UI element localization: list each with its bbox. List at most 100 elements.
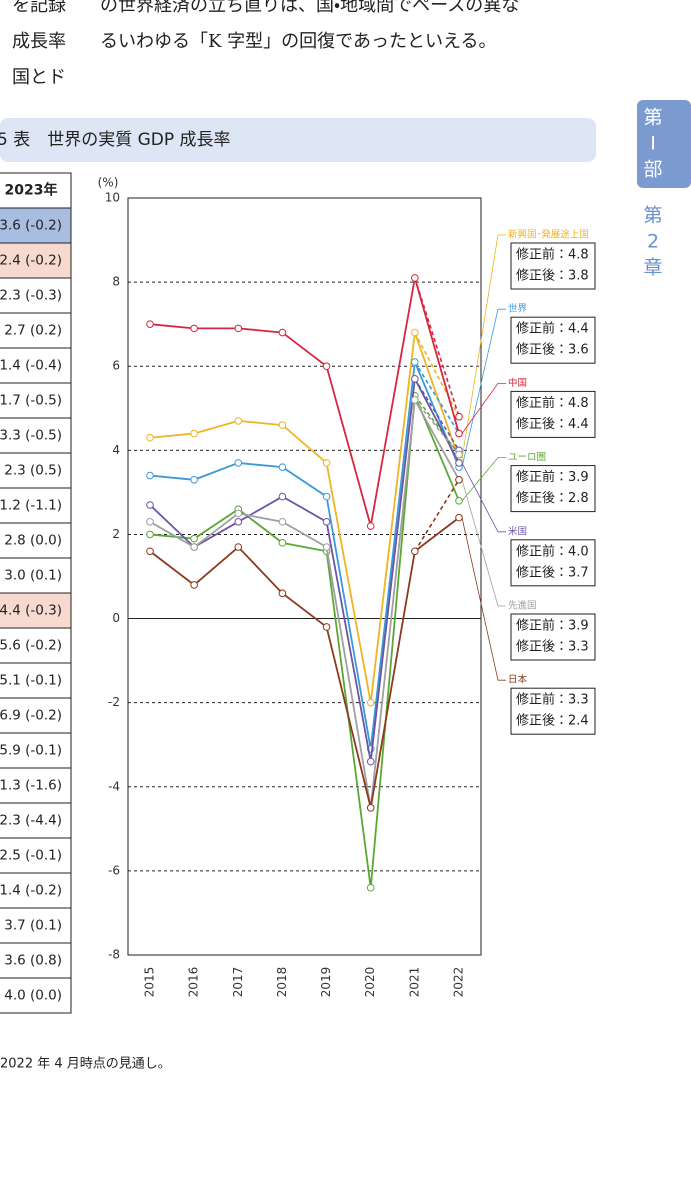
revision-dash: [414, 332, 460, 418]
legend-label: 米国: [508, 525, 527, 537]
table-value: 2.3 (-0.3): [0, 288, 62, 304]
y-tick-label: 6: [112, 359, 120, 373]
series-line: [149, 277, 460, 527]
y-tick-label: -4: [108, 779, 120, 793]
point: [234, 459, 243, 467]
chapter-label: 第: [643, 205, 662, 227]
point: [146, 433, 154, 442]
annotation-box: [510, 465, 596, 513]
annotation-box: [510, 242, 596, 290]
body-line: を記録: [12, 0, 66, 16]
annotation-box: [510, 687, 596, 735]
table-value: 6.9 (-0.2): [0, 708, 62, 724]
annotation-box: [510, 316, 596, 364]
table-value: 3.7 (0.1): [4, 918, 62, 934]
table-value: 2.5 (-0.1): [0, 848, 62, 864]
point: [278, 421, 287, 429]
legend-label: 中国: [508, 377, 527, 389]
table-cell: [0, 767, 72, 804]
point: [190, 543, 198, 551]
point: [234, 324, 243, 333]
point: [278, 463, 287, 471]
y-unit: (%): [98, 176, 119, 190]
point: [234, 417, 243, 425]
revision-dash: [414, 378, 460, 451]
annotation-box: [510, 390, 596, 438]
point: [190, 475, 198, 484]
table-cell: [0, 872, 72, 909]
y-tick-label: 8: [112, 275, 120, 289]
y-tick-label: 2: [112, 527, 120, 541]
point: [411, 396, 419, 404]
connector: [461, 479, 506, 607]
body-line: 国とド: [12, 67, 66, 88]
point: [366, 883, 375, 892]
revision-label: 修正後：3.6: [516, 343, 589, 358]
point: [278, 328, 287, 337]
connector: [461, 234, 506, 459]
point: [146, 518, 154, 526]
table-value: 1.4 (-0.2): [0, 883, 62, 899]
table-value: 5.9 (-0.1): [0, 743, 62, 759]
table-value: 5.1 (-0.1): [0, 673, 62, 689]
revision-label: 修正前：3.9: [516, 618, 589, 634]
point: [322, 492, 331, 501]
legend-label: ユーロ圏: [508, 452, 546, 463]
table-cell: [0, 277, 72, 314]
annotation-box: [510, 539, 596, 587]
table-cell: [0, 697, 72, 734]
table-header: 2023年: [5, 182, 58, 199]
series-line: [149, 332, 460, 703]
table-cell: [0, 452, 72, 489]
table-cell: [0, 907, 72, 944]
series-line: [149, 395, 460, 888]
point: [411, 328, 419, 337]
series-line: [149, 396, 460, 808]
body-line: るいわゆる「K 字型」の回復であったといえる。: [100, 31, 496, 52]
x-tick-label: 2017: [231, 967, 245, 998]
point: [322, 543, 331, 551]
part-label: I: [650, 133, 656, 155]
revision-dash: [414, 479, 460, 552]
revision-label: 修正後：2.4: [516, 714, 589, 729]
part-label: 第: [643, 107, 662, 129]
point: [411, 375, 419, 383]
chapter-label: 2: [647, 231, 659, 253]
part-label: 部: [643, 159, 662, 181]
table-value: 4.0 (0.0): [4, 988, 62, 1004]
table-value: 2.7 (0.2): [4, 323, 62, 339]
table-value: 3.3 (-0.5): [0, 428, 62, 444]
point: [322, 623, 331, 631]
revision-label: 修正後：2.8: [516, 491, 589, 506]
y-tick-label: 4: [112, 443, 120, 457]
revision-label: 修正前：4.8: [516, 395, 589, 411]
point-before: [455, 412, 463, 421]
legend-label: 新興国･発展途上国: [508, 229, 589, 241]
table-value: 1.2 (-1.1): [0, 498, 62, 514]
legend-label: 日本: [508, 674, 528, 686]
table-cell: [0, 347, 72, 384]
point: [455, 459, 463, 467]
point: [455, 429, 463, 438]
point: [322, 518, 331, 526]
point-before: [455, 450, 463, 459]
revision-label: 修正後：4.4: [516, 417, 589, 432]
table-cell: [0, 977, 72, 1014]
table-value: 5.6 (-0.2): [0, 638, 62, 654]
point: [278, 492, 287, 501]
point: [234, 518, 243, 526]
table-cell: [0, 942, 72, 979]
revision-label: 修正前：4.0: [516, 543, 589, 559]
connector: [461, 382, 506, 434]
point: [146, 501, 154, 509]
table-value: 1.4 (-0.4): [0, 358, 62, 374]
y-tick-label: 10: [105, 191, 120, 205]
table-value: 3.0 (0.1): [4, 568, 62, 584]
legend-label: 世界: [508, 303, 528, 315]
figure-title: 5 表 世界の実質 GDP 成長率: [0, 130, 231, 150]
plot-frame: [127, 197, 482, 956]
table-cell: [0, 837, 72, 874]
revision-dash: [414, 395, 460, 456]
y-tick-label: 0: [112, 611, 120, 625]
